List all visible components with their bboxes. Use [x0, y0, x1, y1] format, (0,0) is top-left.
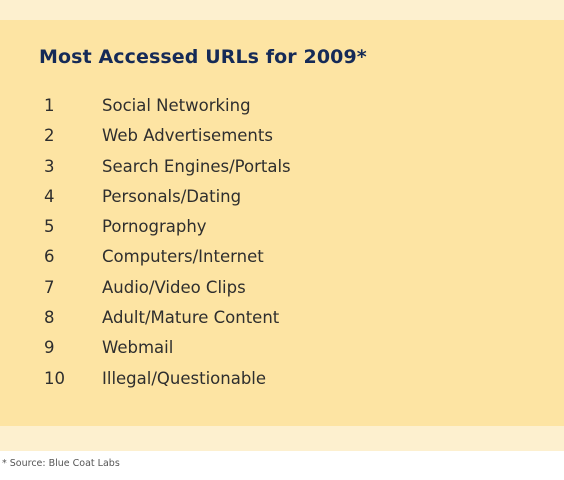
category-label: Audio/Video Clips — [102, 277, 246, 297]
category-label: Web Advertisements — [102, 126, 273, 146]
page-title: Most Accessed URLs for 2009* — [39, 46, 367, 68]
rank-number: 2 — [44, 126, 55, 146]
rank-number: 5 — [44, 217, 55, 237]
rank-number: 7 — [44, 277, 55, 297]
category-label: Pornography — [102, 217, 207, 237]
rank-number: 9 — [44, 338, 55, 358]
content-panel — [0, 20, 564, 426]
category-label: Personals/Dating — [102, 186, 242, 206]
bottom-band — [0, 426, 564, 451]
category-label: Illegal/Questionable — [102, 368, 267, 388]
category-label: Adult/Mature Content — [102, 308, 280, 328]
category-label: Social Networking — [102, 96, 251, 115]
top-band — [0, 0, 564, 20]
rank-number: 6 — [44, 247, 55, 267]
rank-number: 4 — [44, 186, 55, 206]
rank-number: 1 — [44, 96, 55, 115]
category-label: Search Engines/Portals — [102, 156, 291, 176]
category-label: Webmail — [102, 338, 174, 358]
rank-number: 10 — [44, 368, 65, 388]
category-label: Computers/Internet — [102, 247, 264, 267]
rank-number: 3 — [44, 156, 55, 176]
source-footnote: * Source: Blue Coat Labs — [2, 458, 120, 469]
rank-number: 8 — [44, 308, 55, 328]
